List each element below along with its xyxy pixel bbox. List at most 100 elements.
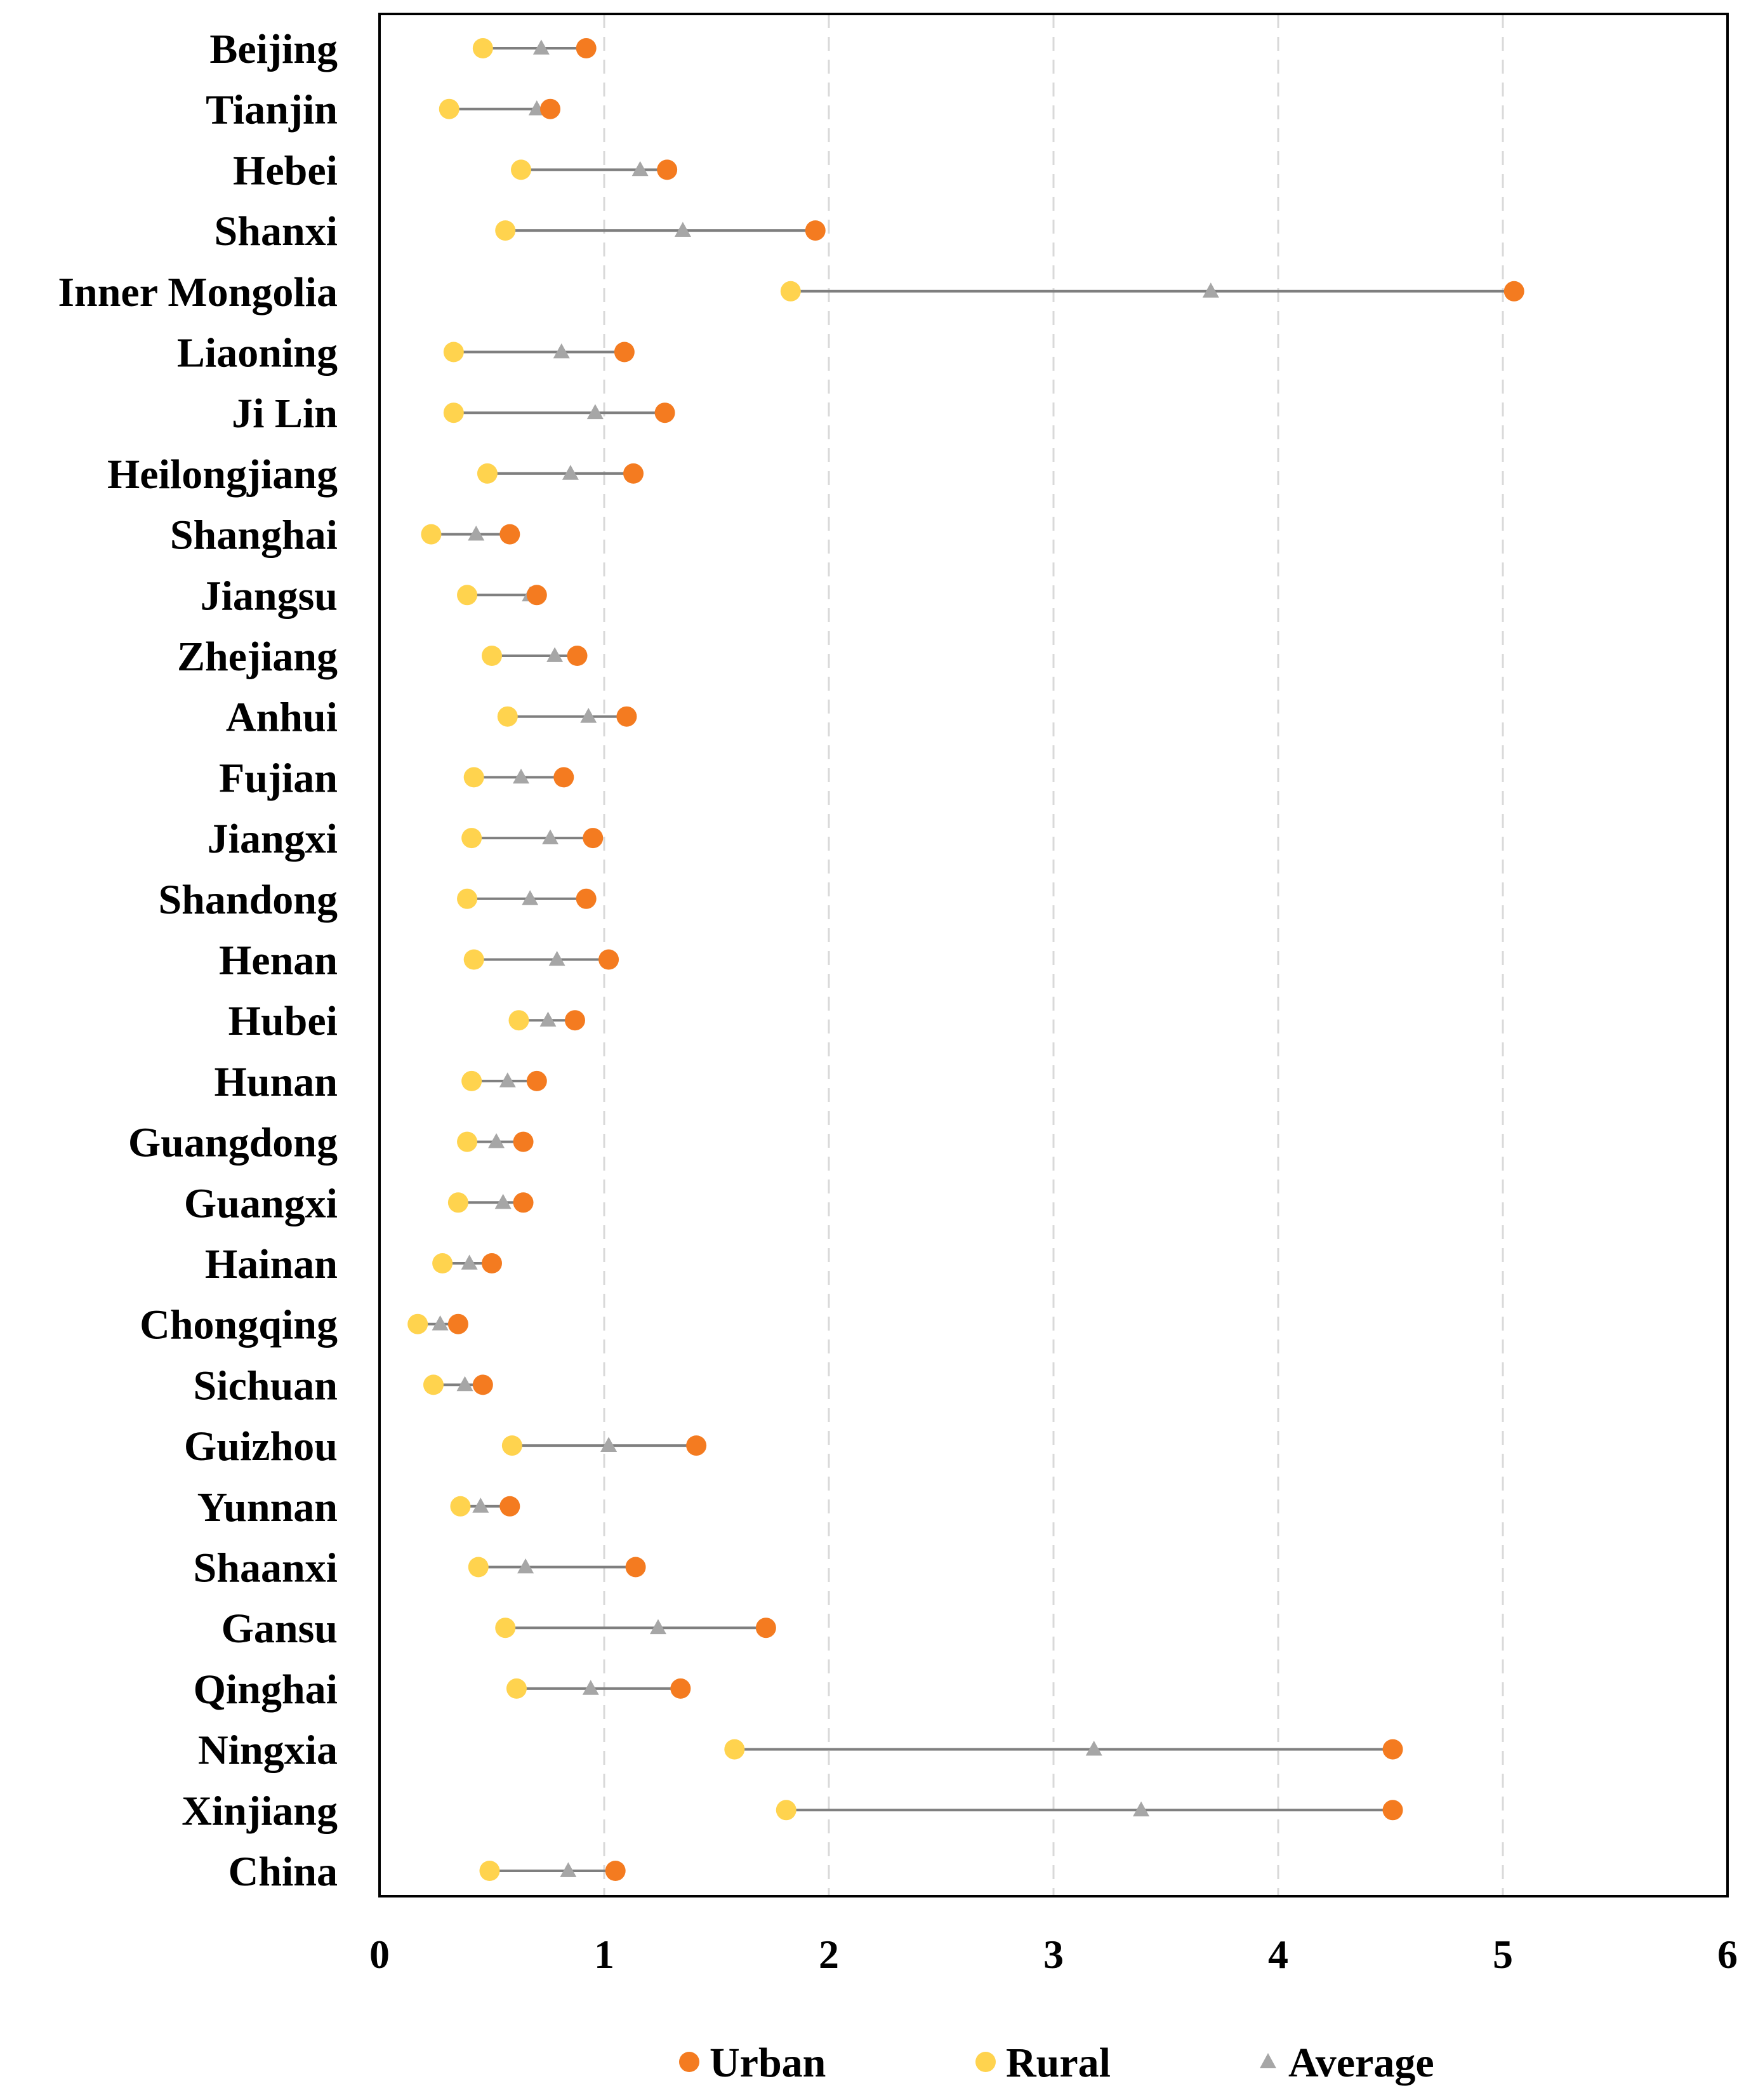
category-label: Sichuan bbox=[194, 1362, 338, 1409]
legend-marker-average bbox=[1260, 2053, 1276, 2068]
marker-urban bbox=[526, 585, 547, 606]
category-label: Henan bbox=[219, 938, 338, 984]
marker-urban bbox=[1503, 281, 1524, 302]
marker-rural bbox=[479, 1861, 500, 1881]
marker-rural bbox=[461, 1070, 482, 1091]
marker-urban bbox=[686, 1435, 707, 1456]
marker-rural bbox=[443, 342, 464, 362]
marker-average bbox=[532, 39, 550, 55]
marker-average bbox=[1133, 1801, 1150, 1817]
category-label: Beijing bbox=[209, 26, 338, 72]
marker-urban bbox=[805, 220, 826, 241]
marker-rural bbox=[450, 1496, 471, 1517]
x-tick-label: 3 bbox=[1043, 1932, 1064, 1977]
marker-average bbox=[522, 890, 539, 905]
marker-average bbox=[472, 1498, 489, 1513]
marker-average bbox=[513, 768, 530, 784]
marker-rural bbox=[482, 646, 502, 666]
marker-urban bbox=[540, 98, 561, 119]
marker-rural bbox=[421, 524, 442, 545]
range-lines bbox=[418, 47, 1514, 1872]
marker-rural bbox=[443, 402, 464, 423]
marker-average bbox=[468, 525, 485, 541]
category-label: Xinjiang bbox=[182, 1788, 338, 1834]
marker-urban bbox=[553, 767, 574, 788]
category-label: Gansu bbox=[221, 1605, 338, 1652]
marker-average bbox=[562, 465, 579, 480]
marker-urban bbox=[482, 1253, 502, 1273]
marker-average bbox=[432, 1315, 449, 1331]
marker-rural bbox=[511, 159, 532, 180]
category-label: Hebei bbox=[233, 147, 338, 194]
category-label: Heilongjiang bbox=[107, 451, 338, 498]
marker-rural bbox=[463, 767, 484, 788]
x-tick-label: 2 bbox=[819, 1932, 839, 1977]
marker-rural bbox=[439, 98, 459, 119]
marker-urban bbox=[576, 888, 597, 909]
category-label: Shanghai bbox=[170, 512, 338, 559]
marker-rural bbox=[495, 1618, 516, 1638]
category-label: Hubei bbox=[228, 998, 338, 1044]
legend-marker-rural bbox=[975, 2052, 996, 2072]
legend-label-rural: Rural bbox=[1006, 2040, 1111, 2086]
category-label: Tianjin bbox=[206, 87, 338, 133]
marker-rural bbox=[457, 585, 478, 606]
marker-average bbox=[488, 1133, 505, 1148]
marker-rural bbox=[472, 38, 493, 58]
marker-urban bbox=[598, 949, 619, 970]
marker-urban bbox=[623, 463, 644, 484]
marker-rural bbox=[463, 949, 484, 970]
marker-urban bbox=[616, 706, 637, 727]
marker-rural bbox=[432, 1253, 453, 1273]
marker-average bbox=[542, 829, 559, 844]
category-label: Fujian bbox=[219, 755, 338, 801]
legend-label-urban: Urban bbox=[710, 2040, 826, 2086]
marker-urban bbox=[513, 1131, 534, 1152]
marker-urban bbox=[614, 342, 635, 362]
category-label: Ji Lin bbox=[232, 390, 338, 437]
marker-rural bbox=[461, 828, 482, 849]
marker-average bbox=[539, 1011, 557, 1027]
marker-rural bbox=[423, 1374, 444, 1395]
marker-rural bbox=[457, 1131, 478, 1152]
marker-rural bbox=[508, 1010, 529, 1031]
marker-average bbox=[461, 1254, 478, 1270]
x-tick-label: 5 bbox=[1493, 1932, 1513, 1977]
marker-urban bbox=[499, 524, 520, 545]
x-tick-label: 6 bbox=[1717, 1932, 1738, 1977]
x-axis-tick-labels: 0 1 2 3 4 5 6 bbox=[369, 1932, 1738, 1977]
category-label: Jiangxi bbox=[208, 816, 338, 862]
marker-urban bbox=[670, 1678, 691, 1699]
category-label: Shanxi bbox=[215, 208, 338, 255]
category-label: Guangxi bbox=[184, 1180, 338, 1226]
marker-urban bbox=[447, 1313, 468, 1334]
gridlines bbox=[603, 14, 1504, 1896]
marker-average bbox=[1085, 1740, 1102, 1756]
marker-urban bbox=[657, 159, 678, 180]
marker-rural bbox=[501, 1435, 522, 1456]
marker-average bbox=[456, 1376, 473, 1392]
marker-average bbox=[499, 1072, 516, 1087]
marker-average bbox=[649, 1619, 666, 1635]
marker-rural bbox=[477, 463, 498, 484]
x-tick-label: 4 bbox=[1268, 1932, 1288, 1977]
category-label: Jiangsu bbox=[201, 573, 338, 619]
marker-urban bbox=[605, 1861, 626, 1881]
category-label: Yunnan bbox=[197, 1484, 338, 1531]
marker-average bbox=[582, 1680, 599, 1695]
category-label: Ningxia bbox=[198, 1727, 338, 1774]
marker-average bbox=[631, 161, 649, 176]
plot-area-frame bbox=[378, 13, 1729, 1897]
category-label: Shandong bbox=[158, 877, 338, 923]
marker-average bbox=[546, 647, 564, 662]
data-markers bbox=[407, 38, 1524, 1881]
marker-average bbox=[517, 1558, 534, 1574]
marker-rural bbox=[780, 281, 801, 302]
category-label: China bbox=[228, 1849, 338, 1895]
marker-rural bbox=[495, 220, 516, 241]
category-label: Hunan bbox=[215, 1059, 338, 1105]
category-label: Hainan bbox=[205, 1241, 338, 1287]
marker-average bbox=[494, 1193, 512, 1209]
